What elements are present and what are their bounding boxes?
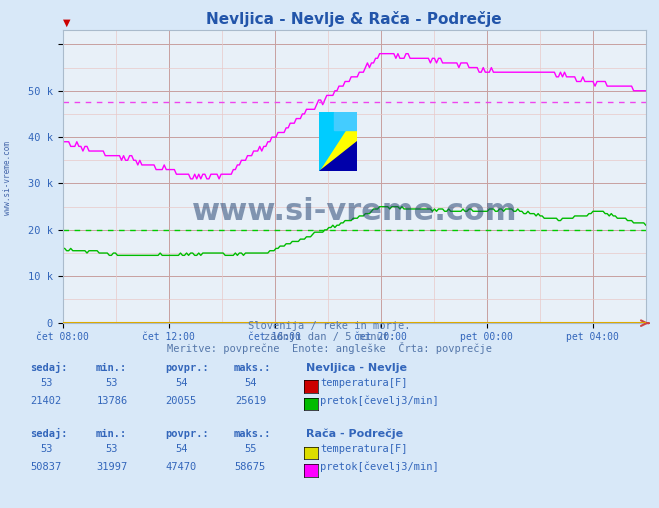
Text: 54: 54 [175, 444, 187, 454]
Text: 21402: 21402 [30, 396, 62, 406]
Text: temperatura[F]: temperatura[F] [320, 378, 408, 388]
Text: zadnji dan / 5 minut.: zadnji dan / 5 minut. [264, 332, 395, 342]
Text: 47470: 47470 [165, 462, 197, 472]
Text: ▼: ▼ [63, 18, 70, 27]
Text: Slovenija / reke in morje.: Slovenija / reke in morje. [248, 321, 411, 331]
Text: min.:: min.: [96, 363, 127, 373]
Text: 54: 54 [244, 378, 256, 388]
Text: 20055: 20055 [165, 396, 197, 406]
Text: 13786: 13786 [96, 396, 128, 406]
Text: 58675: 58675 [235, 462, 266, 472]
Text: sedaj:: sedaj: [30, 428, 67, 439]
Text: www.si-vreme.com: www.si-vreme.com [192, 197, 517, 226]
Text: 53: 53 [106, 378, 118, 388]
Text: povpr.:: povpr.: [165, 429, 208, 439]
Text: min.:: min.: [96, 429, 127, 439]
Text: 53: 53 [106, 444, 118, 454]
Text: maks.:: maks.: [234, 429, 272, 439]
Text: Meritve: povprečne  Enote: angleške  Črta: povprečje: Meritve: povprečne Enote: angleške Črta:… [167, 341, 492, 354]
Text: 25619: 25619 [235, 396, 266, 406]
Polygon shape [319, 112, 357, 171]
Text: 53: 53 [40, 444, 52, 454]
Polygon shape [334, 112, 357, 130]
Text: pretok[čevelj3/min]: pretok[čevelj3/min] [320, 461, 439, 472]
Text: www.si-vreme.com: www.si-vreme.com [3, 141, 13, 215]
Text: 50837: 50837 [30, 462, 62, 472]
Text: temperatura[F]: temperatura[F] [320, 444, 408, 454]
Text: 53: 53 [40, 378, 52, 388]
Title: Nevljica - Nevlje & Rača - Podrečje: Nevljica - Nevlje & Rača - Podrečje [206, 11, 502, 26]
Text: Rača - Podrečje: Rača - Podrečje [306, 428, 403, 439]
Text: povpr.:: povpr.: [165, 363, 208, 373]
Text: maks.:: maks.: [234, 363, 272, 373]
Text: 31997: 31997 [96, 462, 128, 472]
Text: 55: 55 [244, 444, 256, 454]
Text: Nevljica - Nevlje: Nevljica - Nevlje [306, 363, 407, 373]
Polygon shape [319, 142, 357, 171]
Text: sedaj:: sedaj: [30, 362, 67, 373]
Text: 54: 54 [175, 378, 187, 388]
Text: pretok[čevelj3/min]: pretok[čevelj3/min] [320, 395, 439, 406]
